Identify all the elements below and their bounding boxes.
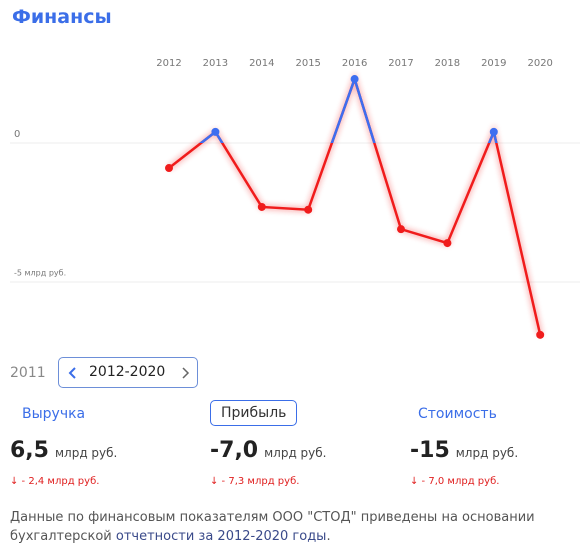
y-tick-label: -5 млрд руб. <box>14 269 66 278</box>
period-range: 2012-2020 <box>89 364 166 380</box>
metric-unit: млрд руб. <box>54 446 118 460</box>
metric-value-box: -7,0 млрд руб. <box>210 438 327 463</box>
x-tick-label: 2020 <box>527 58 552 69</box>
point <box>304 205 313 214</box>
y-tick-label: 0 <box>14 129 20 140</box>
footer-end: . <box>326 529 331 544</box>
chart: 0 -5 млрд руб. 2012 2013 2014 2015 2016 2017 201… <box>10 58 580 339</box>
selector-arrows <box>68 367 190 379</box>
metric-change: ↓ - 7,0 млрд руб. <box>410 476 500 487</box>
metric-unit: млрд руб. <box>264 446 327 460</box>
point <box>165 164 173 173</box>
point <box>257 202 266 211</box>
next-arrow[interactable] <box>182 367 190 379</box>
point <box>536 330 545 339</box>
metric-change: ↓ - 7,3 млрд руб. <box>210 476 300 487</box>
x-tick-label: 2018 <box>435 58 460 69</box>
prev-arrow[interactable] <box>68 367 76 379</box>
footer: Данные по финансовым показателям ООО "СТ… <box>10 508 570 546</box>
x-tick-label: 2012 <box>156 58 181 69</box>
metric-unit: млрд руб. <box>455 446 519 460</box>
x-tick-label: 2013 <box>203 58 228 69</box>
metric-change: ↓ - 2,4 млрд руб. <box>10 476 100 487</box>
x-tick-label: 2015 <box>295 58 320 69</box>
period-selector: 2012-2020 <box>58 357 198 388</box>
point <box>211 127 220 136</box>
line-positive <box>199 75 498 143</box>
metric-value-box: -15 млрд руб. <box>410 438 518 463</box>
point <box>350 75 359 84</box>
x-tick-label: 2017 <box>388 58 413 69</box>
x-tick-label: 2014 <box>249 58 274 69</box>
point <box>397 225 405 234</box>
footer-link[interactable]: отчетности за 2012-2020 годы <box>115 529 327 544</box>
metric-tab[interactable]: Прибыль <box>210 400 298 426</box>
x-tick-label: 2019 <box>481 58 506 69</box>
x-tick-label: 2016 <box>342 58 367 69</box>
point <box>443 239 452 248</box>
metric-value: -7,0 <box>210 438 259 463</box>
metric-value: -15 <box>410 438 450 463</box>
point <box>489 127 498 136</box>
widget-title: Финансы <box>12 6 112 28</box>
line <box>168 75 542 336</box>
metric-value: 6,5 <box>10 438 49 463</box>
prev-period[interactable]: 2011 <box>10 365 46 381</box>
footer-text: Данные по финансовым показателям ООО "СТ… <box>10 510 535 544</box>
metric-tab[interactable]: Выручка <box>22 406 86 422</box>
metric-tab[interactable]: Стоимость <box>418 406 497 422</box>
metric-value-box: 6,5 млрд руб. <box>10 438 117 463</box>
line-glow <box>167 71 543 336</box>
